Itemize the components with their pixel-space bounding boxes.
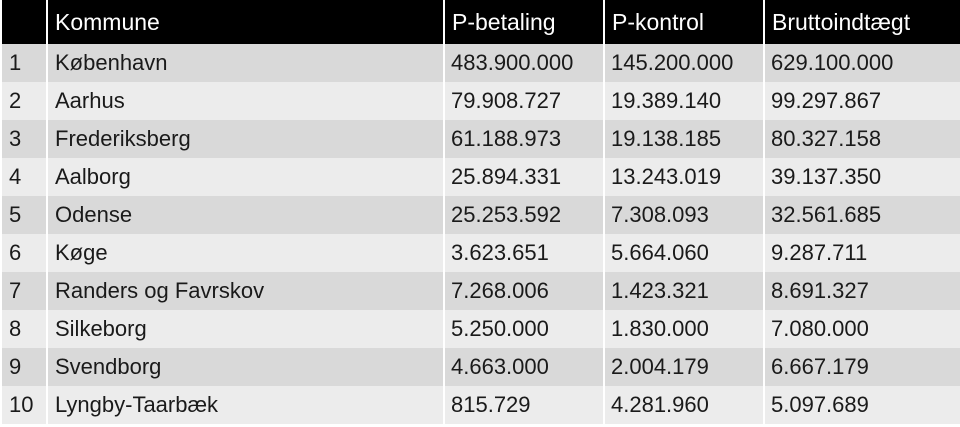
cell-p-kontrol: 1.830.000 [605, 310, 763, 348]
cell-rank: 10 [2, 386, 46, 424]
cell-p-kontrol: 19.389.140 [605, 82, 763, 120]
cell-rank: 6 [2, 234, 46, 272]
cell-p-betaling: 79.908.727 [445, 82, 603, 120]
cell-bruttoindtaegt: 5.097.689 [765, 386, 960, 424]
cell-rank: 4 [2, 158, 46, 196]
cell-p-betaling: 815.729 [445, 386, 603, 424]
header-bruttoindtaegt: Bruttoindtægt [765, 0, 960, 44]
header-rank [2, 0, 46, 44]
cell-p-betaling: 25.253.592 [445, 196, 603, 234]
cell-p-kontrol: 145.200.000 [605, 44, 763, 82]
table-row: 3 Frederiksberg 61.188.973 19.138.185 80.327… [2, 120, 960, 158]
cell-kommune: Randers og Favrskov [48, 272, 443, 310]
header-p-kontrol: P-kontrol [605, 0, 763, 44]
cell-p-betaling: 7.268.006 [445, 272, 603, 310]
table-row: 7 Randers og Favrskov 7.268.006 1.423.321 8.… [2, 272, 960, 310]
cell-kommune: Silkeborg [48, 310, 443, 348]
cell-p-kontrol: 5.664.060 [605, 234, 763, 272]
table-row: 10 Lyngby-Taarbæk 815.729 4.281.960 5.097.68… [2, 386, 960, 424]
cell-p-kontrol: 2.004.179 [605, 348, 763, 386]
cell-kommune: Aarhus [48, 82, 443, 120]
cell-kommune: Odense [48, 196, 443, 234]
cell-p-kontrol: 1.423.321 [605, 272, 763, 310]
cell-kommune: Lyngby-Taarbæk [48, 386, 443, 424]
header-row: Kommune P-betaling P-kontrol Bruttoindtæ… [2, 0, 960, 44]
header-kommune: Kommune [48, 0, 443, 44]
cell-p-kontrol: 7.308.093 [605, 196, 763, 234]
cell-p-betaling: 5.250.000 [445, 310, 603, 348]
cell-bruttoindtaegt: 6.667.179 [765, 348, 960, 386]
cell-kommune: Køge [48, 234, 443, 272]
cell-bruttoindtaegt: 8.691.327 [765, 272, 960, 310]
cell-p-kontrol: 13.243.019 [605, 158, 763, 196]
cell-kommune: København [48, 44, 443, 82]
cell-rank: 1 [2, 44, 46, 82]
cell-rank: 8 [2, 310, 46, 348]
cell-rank: 5 [2, 196, 46, 234]
cell-p-betaling: 3.623.651 [445, 234, 603, 272]
cell-p-betaling: 25.894.331 [445, 158, 603, 196]
table-row: 2 Aarhus 79.908.727 19.389.140 99.297.867 [2, 82, 960, 120]
cell-rank: 7 [2, 272, 46, 310]
cell-bruttoindtaegt: 7.080.000 [765, 310, 960, 348]
cell-kommune: Frederiksberg [48, 120, 443, 158]
cell-rank: 3 [2, 120, 46, 158]
table-header: Kommune P-betaling P-kontrol Bruttoindtæ… [2, 0, 960, 44]
cell-bruttoindtaegt: 629.100.000 [765, 44, 960, 82]
cell-bruttoindtaegt: 80.327.158 [765, 120, 960, 158]
cell-bruttoindtaegt: 99.297.867 [765, 82, 960, 120]
header-p-betaling: P-betaling [445, 0, 603, 44]
cell-rank: 2 [2, 82, 46, 120]
cell-p-betaling: 61.188.973 [445, 120, 603, 158]
cell-kommune: Svendborg [48, 348, 443, 386]
cell-bruttoindtaegt: 39.137.350 [765, 158, 960, 196]
table-row: 5 Odense 25.253.592 7.308.093 32.561.685 [2, 196, 960, 234]
table-row: 4 Aalborg 25.894.331 13.243.019 39.137.350 [2, 158, 960, 196]
table-row: 1 København 483.900.000 145.200.000 629.100.… [2, 44, 960, 82]
cell-bruttoindtaegt: 9.287.711 [765, 234, 960, 272]
cell-rank: 9 [2, 348, 46, 386]
cell-p-kontrol: 19.138.185 [605, 120, 763, 158]
cell-p-kontrol: 4.281.960 [605, 386, 763, 424]
table-row: 6 Køge 3.623.651 5.664.060 9.287.711 [2, 234, 960, 272]
table-row: 9 Svendborg 4.663.000 2.004.179 6.667.179 [2, 348, 960, 386]
cell-bruttoindtaegt: 32.561.685 [765, 196, 960, 234]
cell-p-betaling: 4.663.000 [445, 348, 603, 386]
table-row: 8 Silkeborg 5.250.000 1.830.000 7.080.000 [2, 310, 960, 348]
cell-kommune: Aalborg [48, 158, 443, 196]
cell-p-betaling: 483.900.000 [445, 44, 603, 82]
table-body: 1 København 483.900.000 145.200.000 629.100.… [2, 44, 960, 424]
